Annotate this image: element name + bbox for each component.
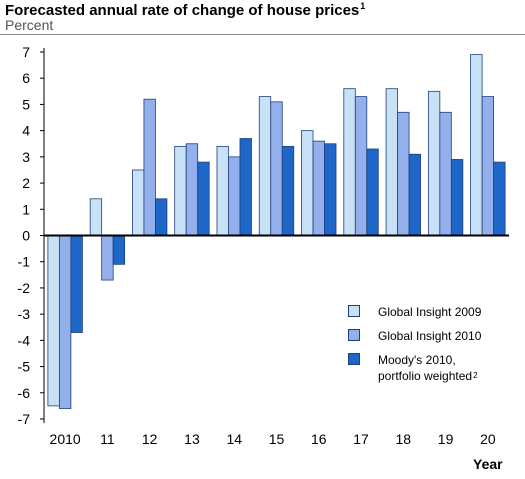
legend-swatch-moodys-2010 (348, 353, 360, 365)
title-footnote-marker: 1 (360, 1, 366, 11)
legend-swatch-global-insight-2010 (348, 329, 360, 341)
x-tick-label: 15 (269, 431, 285, 447)
y-tick-label: 2 (22, 175, 30, 191)
bar (312, 140, 325, 236)
bar (155, 198, 168, 236)
bar (427, 90, 441, 236)
y-tick-label: 1 (22, 201, 30, 217)
bar (281, 145, 295, 236)
legend-label-line2: portfolio weighted (378, 369, 473, 383)
bar (47, 235, 60, 407)
bar (216, 145, 229, 236)
y-tick-label: 3 (22, 149, 30, 165)
bar (493, 161, 506, 236)
bar (385, 88, 398, 236)
y-tick-label: 4 (22, 123, 30, 139)
bar (174, 145, 187, 236)
bar (132, 169, 145, 236)
bar (58, 235, 72, 409)
bar (343, 88, 356, 236)
bar (185, 143, 199, 236)
y-tick-label: 0 (22, 228, 30, 244)
legend-label: Global Insight 2010 (378, 329, 482, 343)
bar (270, 101, 283, 236)
x-tick-label: 17 (353, 431, 369, 447)
bar (258, 96, 272, 236)
title-text: Forecasted annual rate of change of hous… (5, 2, 360, 19)
x-axis-label: Year (473, 456, 503, 472)
bar (70, 235, 83, 333)
chart-title: Forecasted annual rate of change of hous… (5, 1, 366, 19)
legend-label: Moody's 2010, portfolio weighted2 (378, 352, 478, 384)
bar (366, 148, 379, 236)
legend-label: Global Insight 2009 (378, 305, 482, 319)
bar (397, 111, 410, 236)
x-tick-label: 13 (184, 431, 200, 447)
bar (89, 198, 103, 236)
title-divider (0, 34, 525, 35)
y-tick-label: 6 (22, 70, 30, 86)
y-tick-label: -3 (18, 306, 31, 322)
bar (301, 130, 314, 236)
bar (450, 159, 464, 236)
y-tick-label: -2 (18, 280, 31, 296)
x-tick-label: 12 (142, 431, 158, 447)
y-tick-label: 7 (22, 44, 30, 60)
y-tick-label: -5 (18, 359, 31, 375)
y-tick-label: -6 (18, 385, 31, 401)
y-tick-label: 5 (22, 96, 30, 112)
bar (239, 138, 252, 236)
legend-footnote-marker: 2 (473, 371, 478, 380)
bar (408, 153, 421, 236)
bar (101, 235, 114, 281)
y-tick-label: -4 (18, 332, 31, 348)
x-tick-label: 14 (226, 431, 242, 447)
bar (354, 96, 368, 236)
x-tick-label: 16 (311, 431, 327, 447)
bar (481, 96, 495, 236)
bar (439, 111, 452, 236)
legend-label-line1: Moody's 2010, (378, 353, 456, 367)
x-tick-label: 19 (438, 431, 454, 447)
x-tick-label: 2010 (50, 431, 81, 447)
bar (470, 54, 483, 236)
chart-subtitle: Percent (5, 17, 54, 33)
bar (228, 156, 241, 236)
bar (324, 143, 337, 236)
bar (112, 235, 126, 265)
x-tick-label: 20 (480, 431, 496, 447)
y-tick-label: -1 (18, 254, 31, 270)
y-tick-label: -7 (18, 411, 31, 427)
bar (197, 161, 210, 236)
legend-swatch-global-insight-2009 (348, 305, 360, 317)
x-tick-label: 18 (396, 431, 412, 447)
x-tick-label: 11 (100, 431, 115, 447)
bar (143, 98, 156, 236)
